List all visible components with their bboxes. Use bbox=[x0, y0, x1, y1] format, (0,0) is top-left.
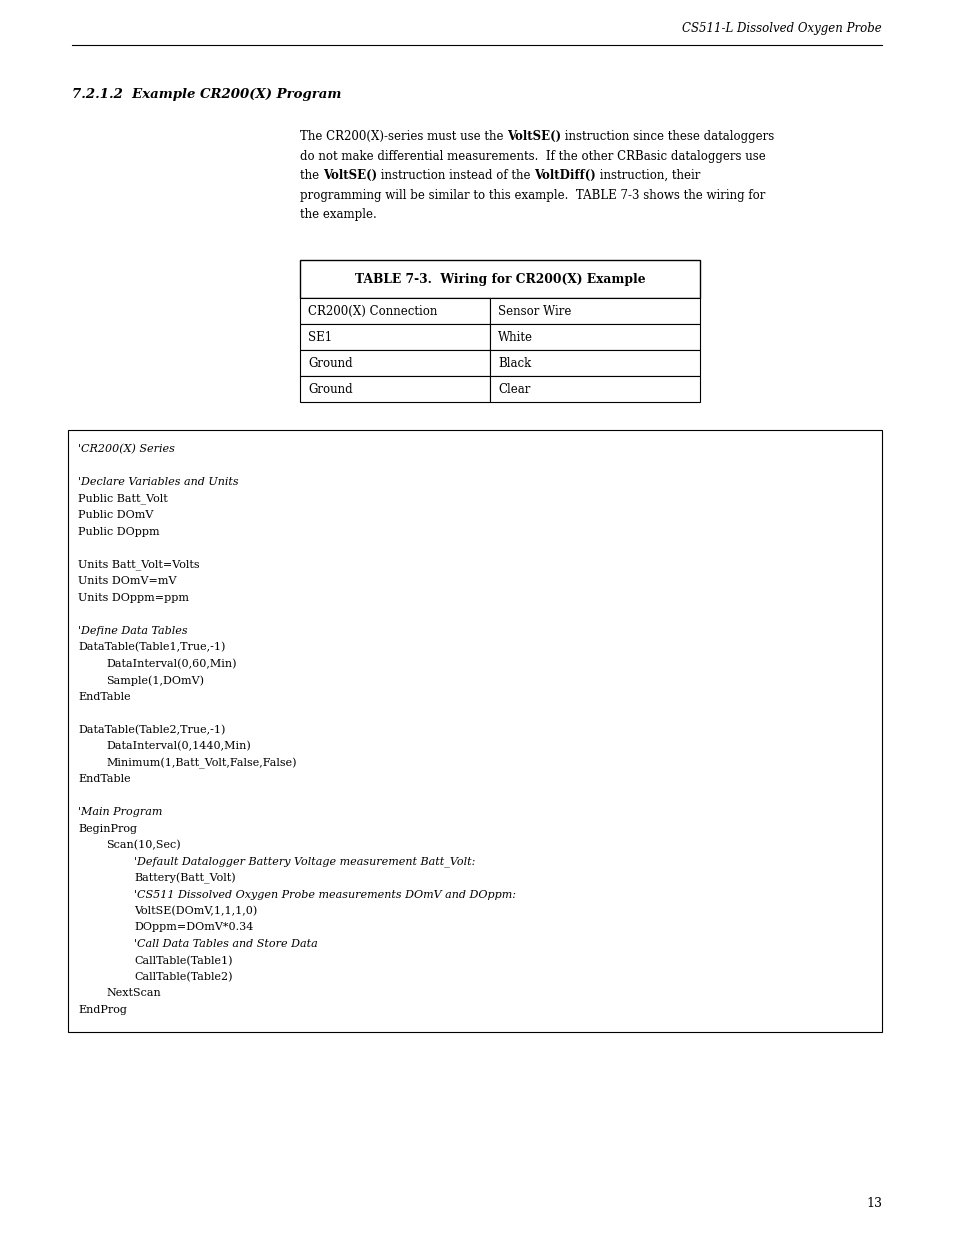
Text: NextScan: NextScan bbox=[106, 988, 161, 999]
Text: DataTable(Table1,True,-1): DataTable(Table1,True,-1) bbox=[78, 642, 225, 652]
Text: the: the bbox=[299, 169, 322, 182]
Bar bbox=[490, 350, 700, 375]
Text: 'Default Datalogger Battery Voltage measurement Batt_Volt:: 'Default Datalogger Battery Voltage meas… bbox=[133, 857, 475, 867]
Text: 'Define Data Tables: 'Define Data Tables bbox=[78, 625, 188, 636]
Text: the example.: the example. bbox=[299, 207, 376, 221]
Text: 'CR200(X) Series: 'CR200(X) Series bbox=[78, 445, 174, 454]
Text: DataInterval(0,60,Min): DataInterval(0,60,Min) bbox=[106, 658, 236, 669]
Bar bbox=[490, 298, 700, 324]
Text: instruction instead of the: instruction instead of the bbox=[376, 169, 534, 182]
Text: EndProg: EndProg bbox=[78, 1005, 127, 1015]
Bar bbox=[490, 324, 700, 350]
Text: The CR200(X)-series must use the: The CR200(X)-series must use the bbox=[299, 130, 507, 143]
Text: Units DOmV=mV: Units DOmV=mV bbox=[78, 576, 176, 585]
Text: CR200(X) Connection: CR200(X) Connection bbox=[308, 305, 436, 317]
Text: DOppm=DOmV*0.34: DOppm=DOmV*0.34 bbox=[133, 923, 253, 932]
Text: SE1: SE1 bbox=[308, 331, 332, 343]
Text: Units Batt_Volt=Volts: Units Batt_Volt=Volts bbox=[78, 559, 199, 571]
Text: instruction, their: instruction, their bbox=[596, 169, 700, 182]
Text: Scan(10,Sec): Scan(10,Sec) bbox=[106, 840, 180, 851]
Text: VoltSE(DOmV,1,1,1,0): VoltSE(DOmV,1,1,1,0) bbox=[133, 906, 257, 916]
Text: EndTable: EndTable bbox=[78, 692, 131, 701]
Bar bbox=[68, 430, 882, 1031]
Text: Ground: Ground bbox=[308, 383, 353, 395]
Text: Public Batt_Volt: Public Batt_Volt bbox=[78, 494, 168, 504]
Text: 7.2.1.2  Example CR200(X) Program: 7.2.1.2 Example CR200(X) Program bbox=[71, 88, 341, 101]
Text: TABLE 7-3.  Wiring for CR200(X) Example: TABLE 7-3. Wiring for CR200(X) Example bbox=[355, 273, 644, 285]
Text: Battery(Batt_Volt): Battery(Batt_Volt) bbox=[133, 873, 235, 884]
Text: DataInterval(0,1440,Min): DataInterval(0,1440,Min) bbox=[106, 741, 251, 751]
Bar bbox=[490, 375, 700, 403]
Bar bbox=[299, 324, 490, 350]
Text: do not make differential measurements.  If the other CRBasic dataloggers use: do not make differential measurements. I… bbox=[299, 149, 765, 163]
Text: Clear: Clear bbox=[497, 383, 530, 395]
Text: VoltSE(): VoltSE() bbox=[322, 169, 376, 182]
Text: 13: 13 bbox=[865, 1197, 882, 1210]
Text: CS511-L Dissolved Oxygen Probe: CS511-L Dissolved Oxygen Probe bbox=[681, 22, 882, 35]
Text: 'Call Data Tables and Store Data: 'Call Data Tables and Store Data bbox=[133, 939, 317, 948]
Text: instruction since these dataloggers: instruction since these dataloggers bbox=[560, 130, 774, 143]
Text: VoltSE(): VoltSE() bbox=[507, 130, 560, 143]
Text: CallTable(Table2): CallTable(Table2) bbox=[133, 972, 233, 982]
Text: programming will be similar to this example.  TABLE 7-3 shows the wiring for: programming will be similar to this exam… bbox=[299, 189, 764, 201]
Text: Units DOppm=ppm: Units DOppm=ppm bbox=[78, 593, 189, 603]
Text: Public DOmV: Public DOmV bbox=[78, 510, 153, 520]
Text: CallTable(Table1): CallTable(Table1) bbox=[133, 956, 233, 966]
Text: 'Main Program: 'Main Program bbox=[78, 806, 162, 818]
Text: Minimum(1,Batt_Volt,False,False): Minimum(1,Batt_Volt,False,False) bbox=[106, 757, 296, 768]
Bar bbox=[299, 375, 490, 403]
Text: VoltDiff(): VoltDiff() bbox=[534, 169, 596, 182]
Text: Sensor Wire: Sensor Wire bbox=[497, 305, 571, 317]
Bar bbox=[299, 350, 490, 375]
Text: White: White bbox=[497, 331, 533, 343]
Text: Black: Black bbox=[497, 357, 531, 369]
Text: 'Declare Variables and Units: 'Declare Variables and Units bbox=[78, 477, 238, 487]
Text: BeginProg: BeginProg bbox=[78, 824, 137, 834]
Text: Sample(1,DOmV): Sample(1,DOmV) bbox=[106, 676, 204, 685]
Text: 'CS511 Dissolved Oxygen Probe measurements DOmV and DOppm:: 'CS511 Dissolved Oxygen Probe measuremen… bbox=[133, 889, 516, 899]
Text: Public DOppm: Public DOppm bbox=[78, 526, 159, 536]
Bar bbox=[299, 298, 490, 324]
Text: EndTable: EndTable bbox=[78, 774, 131, 784]
Text: DataTable(Table2,True,-1): DataTable(Table2,True,-1) bbox=[78, 725, 225, 735]
Text: Ground: Ground bbox=[308, 357, 353, 369]
Bar bbox=[299, 261, 700, 298]
